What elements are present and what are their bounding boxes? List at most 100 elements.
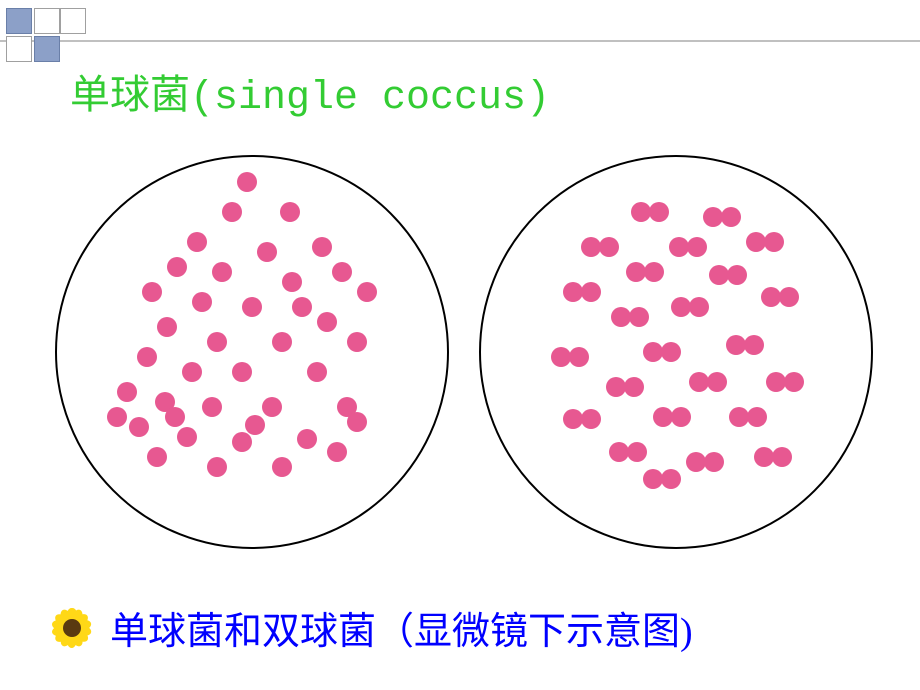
coccus-dot: [779, 287, 799, 307]
coccus-dot: [671, 407, 691, 427]
sunflower-icon: [52, 608, 92, 648]
coccus-dot: [242, 297, 262, 317]
coccus-dot: [772, 447, 792, 467]
coccus-dot: [192, 292, 212, 312]
coccus-dot: [563, 409, 583, 429]
microscope-view-single-coccus: [55, 155, 449, 549]
coccus-dot: [569, 347, 589, 367]
coccus-dot: [746, 232, 766, 252]
coccus-dot: [332, 262, 352, 282]
deco-square: [34, 36, 60, 62]
coccus-dot: [222, 202, 242, 222]
coccus-dot: [297, 429, 317, 449]
sunflower-center: [63, 619, 81, 637]
caption-text: 单球菌和双球菌（显微镜下示意图): [110, 600, 693, 655]
coccus-dot: [669, 237, 689, 257]
coccus-dot: [317, 312, 337, 332]
coccus-dot: [147, 447, 167, 467]
coccus-dot: [729, 407, 749, 427]
coccus-dot: [606, 377, 626, 397]
coccus-dot: [629, 307, 649, 327]
coccus-dot: [563, 282, 583, 302]
coccus-dot: [709, 265, 729, 285]
coccus-dot: [727, 265, 747, 285]
slide-title: 单球菌(single coccus): [70, 62, 550, 121]
coccus-dot: [703, 207, 723, 227]
coccus-dot: [292, 297, 312, 317]
coccus-dot: [704, 452, 724, 472]
coccus-dot: [653, 407, 673, 427]
deco-square: [6, 8, 32, 34]
coccus-dot: [202, 397, 222, 417]
coccus-dot: [689, 372, 709, 392]
coccus-dot: [207, 332, 227, 352]
coccus-dot: [747, 407, 767, 427]
coccus-dot: [357, 282, 377, 302]
diagram-area: [55, 155, 873, 549]
coccus-dot: [627, 442, 647, 462]
coccus-dot: [551, 347, 571, 367]
coccus-dot: [661, 342, 681, 362]
coccus-dot: [609, 442, 629, 462]
coccus-dot: [207, 457, 227, 477]
caption-row: 单球菌和双球菌（显微镜下示意图): [52, 600, 693, 655]
coccus-dot: [187, 232, 207, 252]
coccus-dot: [631, 202, 651, 222]
coccus-dot: [182, 362, 202, 382]
coccus-dot: [257, 242, 277, 262]
coccus-dot: [165, 407, 185, 427]
coccus-dot: [581, 409, 601, 429]
coccus-dot: [764, 232, 784, 252]
coccus-dot: [754, 447, 774, 467]
coccus-dot: [686, 452, 706, 472]
coccus-dot: [649, 202, 669, 222]
deco-square: [60, 8, 86, 34]
coccus-dot: [347, 412, 367, 432]
coccus-dot: [157, 317, 177, 337]
coccus-dot: [687, 237, 707, 257]
coccus-dot: [744, 335, 764, 355]
coccus-dot: [581, 282, 601, 302]
coccus-dot: [671, 297, 691, 317]
deco-square: [6, 36, 32, 62]
coccus-dot: [726, 335, 746, 355]
deco-square: [34, 8, 60, 34]
coccus-dot: [167, 257, 187, 277]
coccus-dot: [766, 372, 786, 392]
coccus-dot: [212, 262, 232, 282]
coccus-dot: [784, 372, 804, 392]
coccus-dot: [307, 362, 327, 382]
coccus-dot: [611, 307, 631, 327]
coccus-dot: [626, 262, 646, 282]
microscope-view-diplococcus: [479, 155, 873, 549]
coccus-dot: [245, 415, 265, 435]
coccus-dot: [232, 362, 252, 382]
coccus-dot: [624, 377, 644, 397]
coccus-dot: [272, 332, 292, 352]
coccus-dot: [643, 342, 663, 362]
coccus-dot: [721, 207, 741, 227]
coccus-dot: [347, 332, 367, 352]
coccus-dot: [312, 237, 332, 257]
coccus-dot: [581, 237, 601, 257]
coccus-dot: [272, 457, 292, 477]
coccus-dot: [282, 272, 302, 292]
coccus-dot: [707, 372, 727, 392]
coccus-dot: [137, 347, 157, 367]
coccus-dot: [142, 282, 162, 302]
coccus-dot: [232, 432, 252, 452]
coccus-dot: [237, 172, 257, 192]
coccus-dot: [327, 442, 347, 462]
coccus-dot: [689, 297, 709, 317]
coccus-dot: [280, 202, 300, 222]
coccus-dot: [177, 427, 197, 447]
coccus-dot: [599, 237, 619, 257]
coccus-dot: [644, 262, 664, 282]
coccus-dot: [643, 469, 663, 489]
header-rule: [0, 40, 920, 42]
slide: 单球菌(single coccus) 单球菌和双球菌（显微镜下示意图): [0, 0, 920, 690]
coccus-dot: [129, 417, 149, 437]
coccus-dot: [117, 382, 137, 402]
coccus-dot: [761, 287, 781, 307]
coccus-dot: [107, 407, 127, 427]
